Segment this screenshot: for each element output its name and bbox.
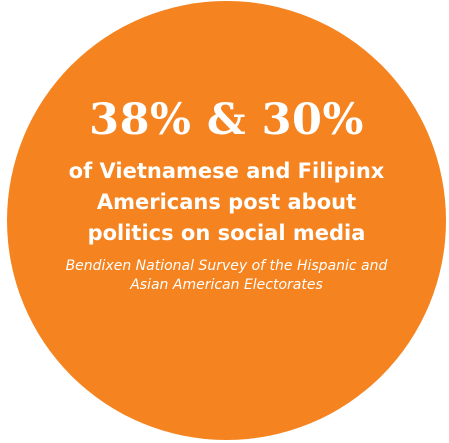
- stat-description: of Vietnamese and Filipinx Americans pos…: [68, 159, 385, 245]
- stat-circle: [7, 1, 446, 440]
- stat-content: 38% & 30% of Vietnamese and Filipinx Ame…: [7, 1, 446, 440]
- stat-source: Bendixen National Survey of the Hispanic…: [65, 258, 388, 293]
- stat-headline: 38% & 30%: [89, 95, 364, 145]
